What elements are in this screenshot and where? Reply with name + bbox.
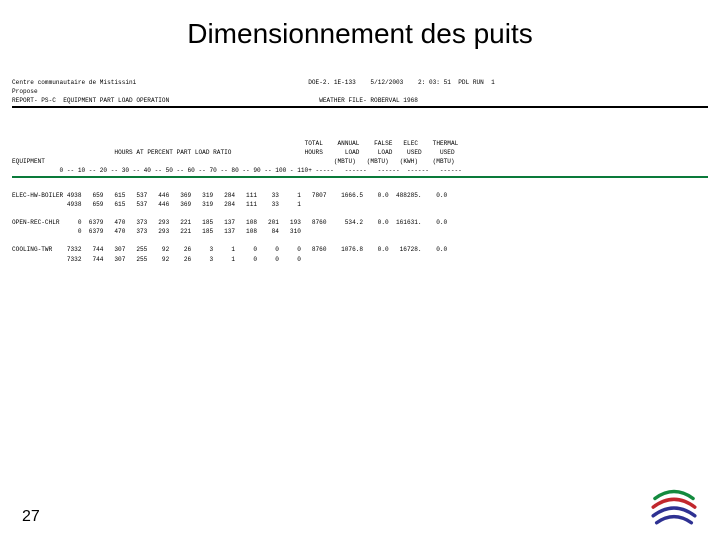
ch-false: FALSE [374,140,392,147]
report-block: Centre communautaire de Mistissini DOE-2… [0,50,720,264]
ch-used2: USED [440,149,455,156]
hdr-left: Centre communautaire de Mistissini [12,79,136,86]
ch-used1: USED [407,149,422,156]
row-5: 7332 744 307 255 92 26 3 1 0 0 0 [12,256,447,263]
divider [12,106,708,108]
logo-icon [648,488,700,528]
bins-row: 0 -- 10 -- 20 -- 30 -- 40 -- 50 -- 60 --… [12,167,462,174]
ch-hourslbl: HOURS AT PERCENT PART LOAD RATIO [114,149,231,156]
ch-u1: (MBTU) [334,158,356,165]
ch-u2: (MBTU) [367,158,389,165]
ch-u3: (KWH) [400,158,418,165]
page-title: Dimensionnement des puits [0,0,720,50]
ch-elec: ELEC [403,140,418,147]
ch-load1: LOAD [345,149,360,156]
ch-equip: EQUIPMENT [12,158,45,165]
hdr-propose: Propose [12,88,38,95]
row-4: COOLING-TWR 7332 744 307 255 92 26 3 1 0… [12,246,447,253]
ch-u4: (MBTU) [433,158,455,165]
ch-annual: ANNUAL [338,140,360,147]
ch-total: TOTAL [305,140,323,147]
hdr-run: PDL RUN 1 [458,79,495,86]
hdr-date: 5/12/2003 [370,79,403,86]
ch-thermal: THERMAL [433,140,459,147]
hdr-time: 2: 03: 51 [418,79,451,86]
row-0: ELEC-HW-BOILER 4938 659 615 537 446 369 … [12,192,447,199]
hdr-weather: WEATHER FILE- ROBERVAL 1968 [319,97,418,104]
row-1: 4938 659 615 537 446 369 319 284 111 33 … [12,201,447,208]
row-3: 0 6379 470 373 293 221 185 137 108 84 31… [12,228,447,235]
hdr-report: REPORT- PS-C EQUIPMENT PART LOAD OPERATI… [12,97,169,104]
row-2: OPEN-REC-CHLR 0 6379 470 373 293 221 185… [12,219,447,226]
hdr-doe: DOE-2. 1E-133 [308,79,356,86]
divider-green [12,176,708,178]
ch-load2: LOAD [378,149,393,156]
page-number: 27 [22,508,40,526]
ch-hours: HOURS [305,149,323,156]
